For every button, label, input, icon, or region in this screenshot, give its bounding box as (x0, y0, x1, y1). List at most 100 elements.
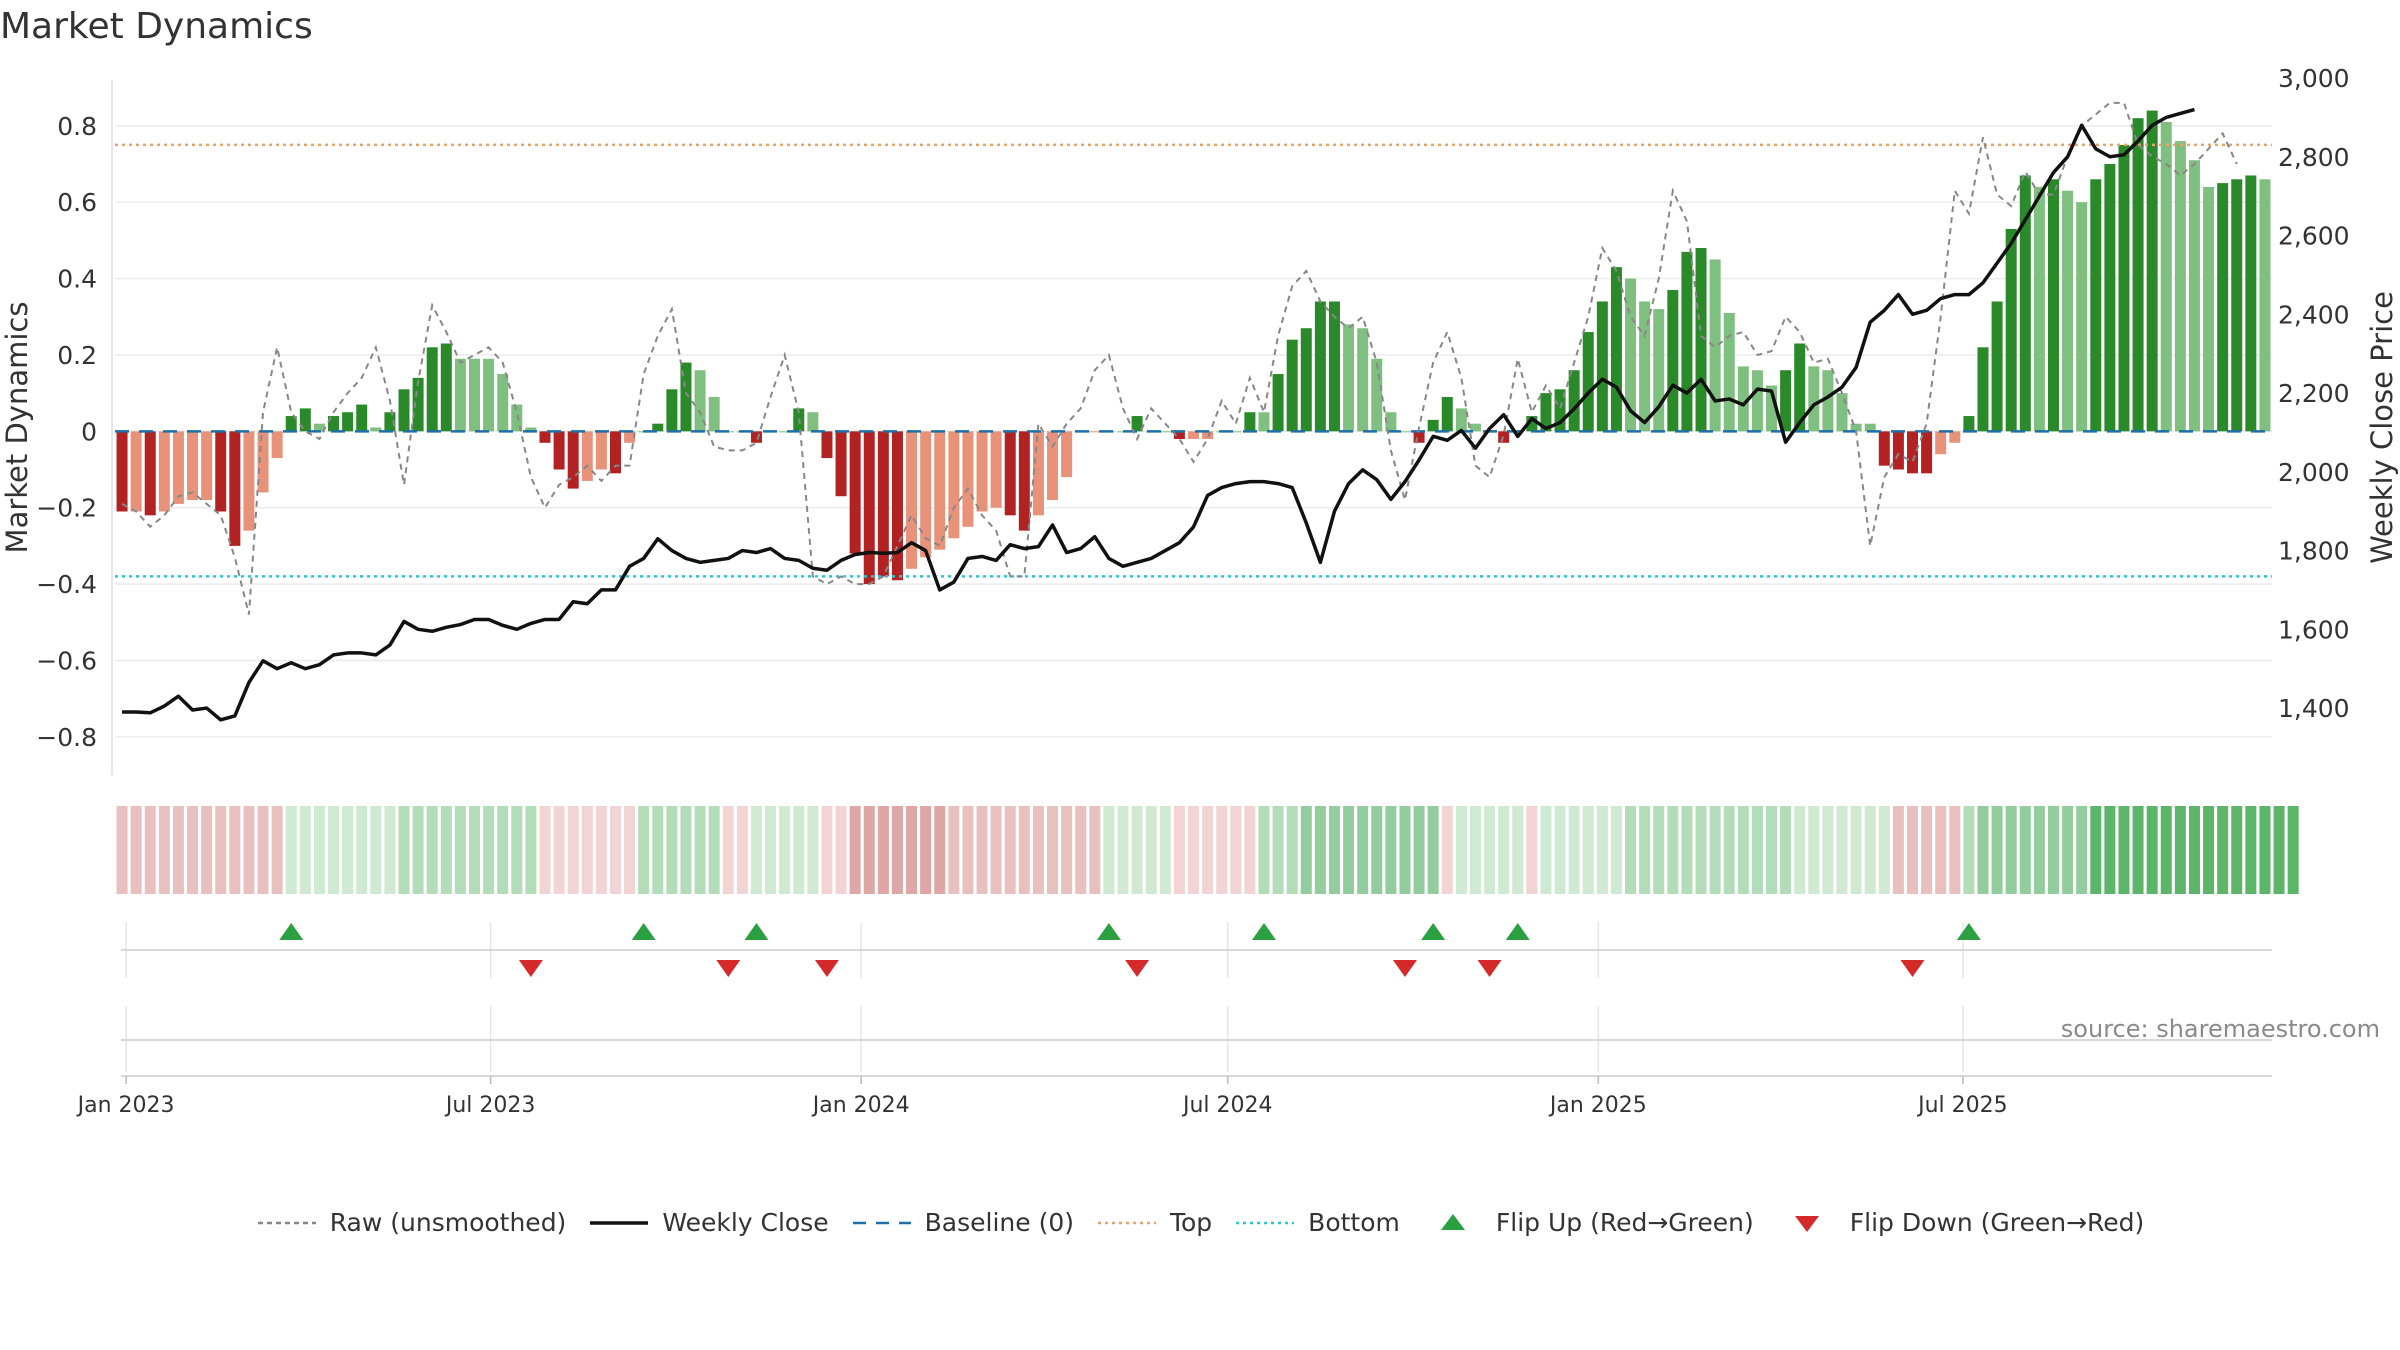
regime-cell (793, 806, 805, 894)
regime-cell (215, 806, 227, 894)
bar (934, 431, 946, 550)
right-tick-label: 2,200 (2278, 379, 2350, 408)
regime-cell (1286, 806, 1298, 894)
regime-cell (1145, 806, 1157, 894)
bar (2104, 164, 2116, 432)
legend-item-flip_up: Flip Up (Red→Green) (1422, 1208, 1754, 1237)
regime-cell (426, 806, 438, 894)
regime-cell (2245, 806, 2257, 894)
legend-swatch-close (590, 1220, 649, 1225)
regime-cell (877, 806, 889, 894)
regime-cell (356, 806, 368, 894)
flip-up-marker (631, 923, 656, 940)
bar (313, 423, 325, 432)
bar (426, 347, 438, 432)
right-axis-label: Weekly Close Price (2365, 291, 2399, 564)
bar (1018, 431, 1030, 531)
regime-cell (1709, 806, 1721, 894)
regime-cell (1822, 806, 1834, 894)
regime-cell (680, 806, 692, 894)
bar (1469, 423, 1481, 432)
flip-up-marker (279, 923, 304, 940)
regime-cell (440, 806, 452, 894)
regime-cell (1018, 806, 1030, 894)
regime-cell (1117, 806, 1129, 894)
regime-cell (328, 806, 340, 894)
legend-marker (1794, 1215, 1819, 1232)
bar (1286, 339, 1298, 432)
regime-cell (144, 806, 156, 894)
bar (807, 412, 819, 432)
bar (412, 377, 424, 432)
regime-cell (595, 806, 607, 894)
regime-cell (1723, 806, 1735, 894)
bar (1921, 431, 1933, 474)
bar (299, 408, 311, 432)
regime-cell (1526, 806, 1538, 894)
regime-cell (2160, 806, 2172, 894)
bar (1314, 301, 1326, 432)
regime-cell (1582, 806, 1594, 894)
regime-cell (1554, 806, 1566, 894)
regime-cell (934, 806, 946, 894)
regime-cell (398, 806, 410, 894)
bar (1554, 389, 1566, 432)
bar (539, 431, 551, 443)
legend-label: Raw (unsmoothed) (329, 1208, 567, 1237)
bar (1385, 412, 1397, 432)
regime-cell (1103, 806, 1115, 894)
regime-cell (2033, 806, 2045, 894)
bar (1399, 431, 1411, 433)
bar (1625, 278, 1637, 432)
regime-cell (1427, 806, 1439, 894)
legend-swatch-baseline (852, 1221, 911, 1224)
regime-cell (821, 806, 833, 894)
bar (116, 431, 128, 512)
regime-cell (1061, 806, 1073, 894)
bar (877, 431, 889, 577)
left-tick-label: −0.2 (36, 494, 97, 523)
regime-cell (1484, 806, 1496, 894)
bar (906, 431, 918, 569)
bar (243, 431, 255, 531)
regime-cell (1766, 806, 1778, 894)
bar (1540, 393, 1552, 432)
regime-cell (1907, 806, 1918, 894)
legend-item-baseline: Baseline (0) (851, 1208, 1074, 1237)
bar (483, 358, 495, 432)
regime-cell (2203, 806, 2215, 894)
regime-cell (1441, 806, 1453, 894)
bar (920, 431, 932, 558)
regime-cell (2217, 806, 2229, 894)
legend-label: Weekly Close (662, 1208, 829, 1237)
bar (285, 416, 297, 432)
bar (1526, 416, 1538, 432)
regime-cell (469, 806, 480, 894)
left-tick-label: 0.8 (57, 112, 97, 141)
regime-cell (2231, 806, 2243, 894)
regime-cell (1751, 806, 1763, 894)
bar (990, 431, 1002, 508)
bar (398, 389, 410, 432)
right-tick-label: 1,600 (2278, 615, 2350, 644)
bar (1413, 431, 1425, 443)
bar (1089, 431, 1101, 433)
regime-cell (553, 806, 565, 894)
bar (2217, 183, 2229, 432)
legend-item-raw: Raw (unsmoothed) (256, 1208, 567, 1237)
x-tick-label: Jul 2023 (444, 1093, 536, 1118)
legend-label: Bottom (1308, 1208, 1400, 1237)
regime-cell (1455, 806, 1467, 894)
bar (328, 416, 340, 432)
regime-cell (370, 806, 382, 894)
bar (567, 431, 579, 489)
bar (1230, 431, 1242, 433)
bar (1766, 385, 1778, 432)
regime-cell (1300, 806, 1312, 894)
bar (2118, 144, 2130, 432)
bar (525, 427, 537, 432)
flip-down-marker (1125, 960, 1150, 977)
flip-down-marker (518, 960, 543, 977)
regime-cell (2062, 806, 2074, 894)
